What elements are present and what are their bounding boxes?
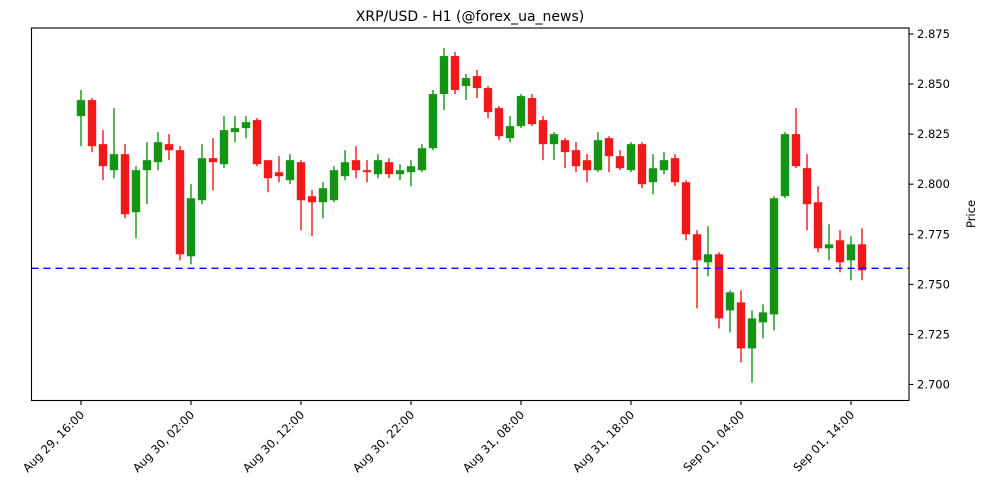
candle-body [681, 182, 691, 235]
y-tick-label: 2.800 [917, 177, 950, 191]
candle-body [230, 128, 240, 133]
candle-body [527, 98, 537, 125]
candle-body [703, 254, 713, 263]
candle-body [120, 154, 130, 215]
candle-body [241, 122, 251, 129]
candle-body [692, 234, 702, 261]
candle-body [98, 144, 108, 167]
candle-body [472, 76, 482, 89]
candles-group [76, 48, 867, 383]
y-tick-label: 2.850 [917, 77, 950, 91]
candle-body [428, 94, 438, 149]
y-tick-label: 2.825 [917, 127, 950, 141]
price-axis-label: Price [964, 200, 978, 228]
candle-body [296, 162, 306, 201]
candle-body [505, 126, 515, 139]
candle-body [164, 144, 174, 151]
candle-body [780, 134, 790, 197]
y-tick-label: 2.700 [917, 377, 950, 391]
candle-body [494, 108, 504, 137]
candle-body [604, 138, 614, 157]
candle-body [263, 160, 273, 179]
candle-body [747, 318, 757, 349]
candle-body [758, 312, 768, 323]
candle-body [406, 166, 416, 173]
chart-title: XRP/USD - H1 (@forex_ua_news) [356, 9, 584, 25]
candle-body [516, 96, 526, 127]
candle-body [549, 134, 559, 145]
candle-body [208, 158, 218, 163]
candle-body [626, 144, 636, 171]
candle-body [659, 160, 669, 171]
candle-body [538, 120, 548, 145]
candle-body [846, 244, 856, 261]
candle-body [582, 160, 592, 171]
plot-border [30, 27, 910, 402]
candle-body [142, 160, 152, 171]
candle-body [395, 170, 405, 175]
candle-body [219, 130, 229, 165]
candle-body [417, 148, 427, 171]
candle-body [252, 120, 262, 165]
candle-body [736, 302, 746, 349]
candle-body [450, 56, 460, 91]
candle-body [109, 154, 119, 171]
candle-body [857, 244, 867, 271]
y-tick-label: 2.775 [917, 227, 950, 241]
candle-body [725, 292, 735, 311]
candle-body [824, 244, 834, 249]
candle-body [285, 160, 295, 181]
candle-body [791, 134, 801, 167]
candle-body [153, 142, 163, 163]
candle-body [835, 240, 845, 263]
candle-body [714, 254, 724, 319]
candle-body [329, 170, 339, 201]
candle-body [307, 196, 317, 203]
candle-body [362, 170, 372, 173]
candle-body [483, 88, 493, 113]
candle-body [186, 198, 196, 257]
candle-body [461, 78, 471, 87]
candle-body [318, 188, 328, 203]
candle-body [648, 168, 658, 183]
candle-body [87, 100, 97, 147]
candle-body [769, 198, 779, 315]
candle-body [384, 162, 394, 175]
candle-body [615, 156, 625, 169]
candle-body [571, 150, 581, 167]
candle-body [274, 172, 284, 177]
candle-body [340, 162, 350, 177]
y-axis: 2.700 2.725 2.750 2.775 2.800 2.825 2.850 2.875 [909, 27, 950, 391]
y-tick-label: 2.875 [917, 27, 950, 41]
candle-body [802, 168, 812, 205]
candle-body [637, 144, 647, 185]
candle-body [593, 140, 603, 171]
candle-body [131, 170, 141, 213]
y-tick-label: 2.750 [917, 277, 950, 291]
candle-body [670, 158, 680, 183]
candle-body [351, 160, 361, 171]
candle-body [373, 160, 383, 175]
y-tick-label: 2.725 [917, 327, 950, 341]
candle-body [76, 100, 86, 117]
candle-body [439, 56, 449, 95]
candle-body [813, 202, 823, 249]
candle-body [175, 150, 185, 255]
candle-body [560, 140, 570, 153]
candle-body [197, 158, 207, 201]
